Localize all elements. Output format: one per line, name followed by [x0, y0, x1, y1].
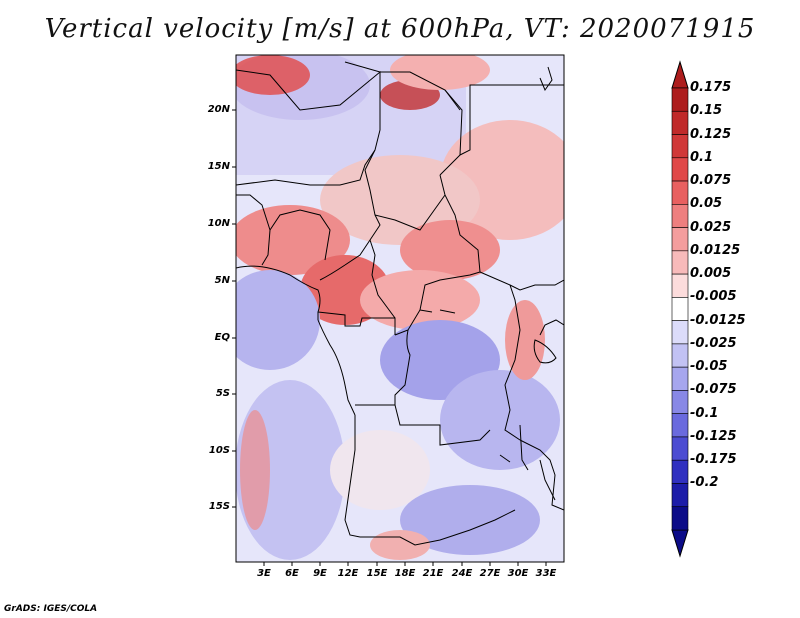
lat-label: 10N	[207, 218, 230, 229]
colorbar-label: -0.175	[690, 452, 737, 468]
lat-label: EQ	[214, 332, 230, 343]
colorbar-top-arrow	[671, 60, 689, 89]
lat-label: 10S	[208, 445, 230, 456]
colorbar-label: -0.0125	[690, 312, 746, 328]
lon-label: 21E	[422, 568, 444, 579]
colorbar-label: -0.005	[690, 289, 737, 305]
colorbar-segment	[671, 110, 689, 135]
lon-ticks	[263, 562, 547, 566]
lon-label: 15E	[366, 568, 388, 579]
lon-label: 6E	[285, 568, 299, 579]
colorbar-label: -0.075	[690, 382, 737, 398]
credit-text: GrADS: IGES/COLA	[4, 604, 98, 614]
lat-label: 5N	[214, 275, 230, 286]
colorbar-segment	[671, 506, 689, 531]
colorbar-segment	[671, 413, 689, 438]
lon-label: 3E	[257, 568, 271, 579]
colorbar-segment	[671, 436, 689, 461]
colorbar-segment	[671, 134, 689, 159]
colorbar-segment	[671, 87, 689, 112]
colorbar-label: 0.025	[690, 219, 732, 235]
colorbar-segment	[671, 390, 689, 414]
colorbar-label: -0.125	[690, 428, 737, 444]
colorbar-segment	[671, 297, 689, 321]
lat-label: 15S	[208, 501, 230, 512]
colorbar-segment	[671, 343, 689, 368]
colorbar-label: 0.0125	[690, 242, 741, 258]
country-borders	[236, 61, 564, 546]
colorbar-segment	[671, 180, 689, 205]
colorbar-segment	[671, 273, 689, 298]
map-frame	[235, 54, 565, 563]
lat-label: 5S	[215, 388, 230, 399]
colorbar-segment	[671, 227, 689, 252]
lat-ticks	[232, 109, 236, 508]
colorbar-label: 0.175	[690, 80, 732, 95]
colorbar-label: -0.025	[690, 335, 737, 351]
colorbar-label: 0.005	[690, 266, 732, 282]
colorbar-label: 0.15	[690, 103, 723, 119]
colorbar-segment	[671, 320, 689, 345]
lon-label: 27E	[479, 568, 501, 579]
lat-label: 15N	[207, 161, 230, 172]
colorbar-segment	[671, 204, 689, 228]
colorbar	[671, 60, 689, 558]
colorbar-segment	[671, 250, 689, 275]
chart-title: Vertical velocity [m/s] at 600hPa, VT: 2…	[44, 14, 756, 44]
lon-label: 33E	[535, 568, 557, 579]
colorbar-label: 0.05	[690, 196, 723, 212]
colorbar-segment	[671, 459, 689, 484]
lon-label: 12E	[337, 568, 359, 579]
colorbar-label: 0.125	[690, 126, 732, 142]
lat-label: 20N	[207, 104, 230, 115]
colorbar-label: 0.1	[690, 149, 714, 165]
colorbar-segment	[671, 157, 689, 182]
lon-label: 9E	[313, 568, 327, 579]
colorbar-label: -0.1	[690, 405, 719, 421]
colorbar-segment	[671, 483, 689, 508]
velocity-field	[236, 55, 564, 562]
colorbar-segment	[671, 366, 689, 391]
colorbar-label: -0.05	[690, 359, 728, 375]
lon-label: 24E	[451, 568, 473, 579]
lon-label: 30E	[507, 568, 529, 579]
colorbar-label: 0.075	[690, 173, 732, 189]
colorbar-label: -0.2	[690, 475, 719, 491]
lon-label: 18E	[394, 568, 416, 579]
colorbar-bottom-arrow	[671, 529, 689, 558]
